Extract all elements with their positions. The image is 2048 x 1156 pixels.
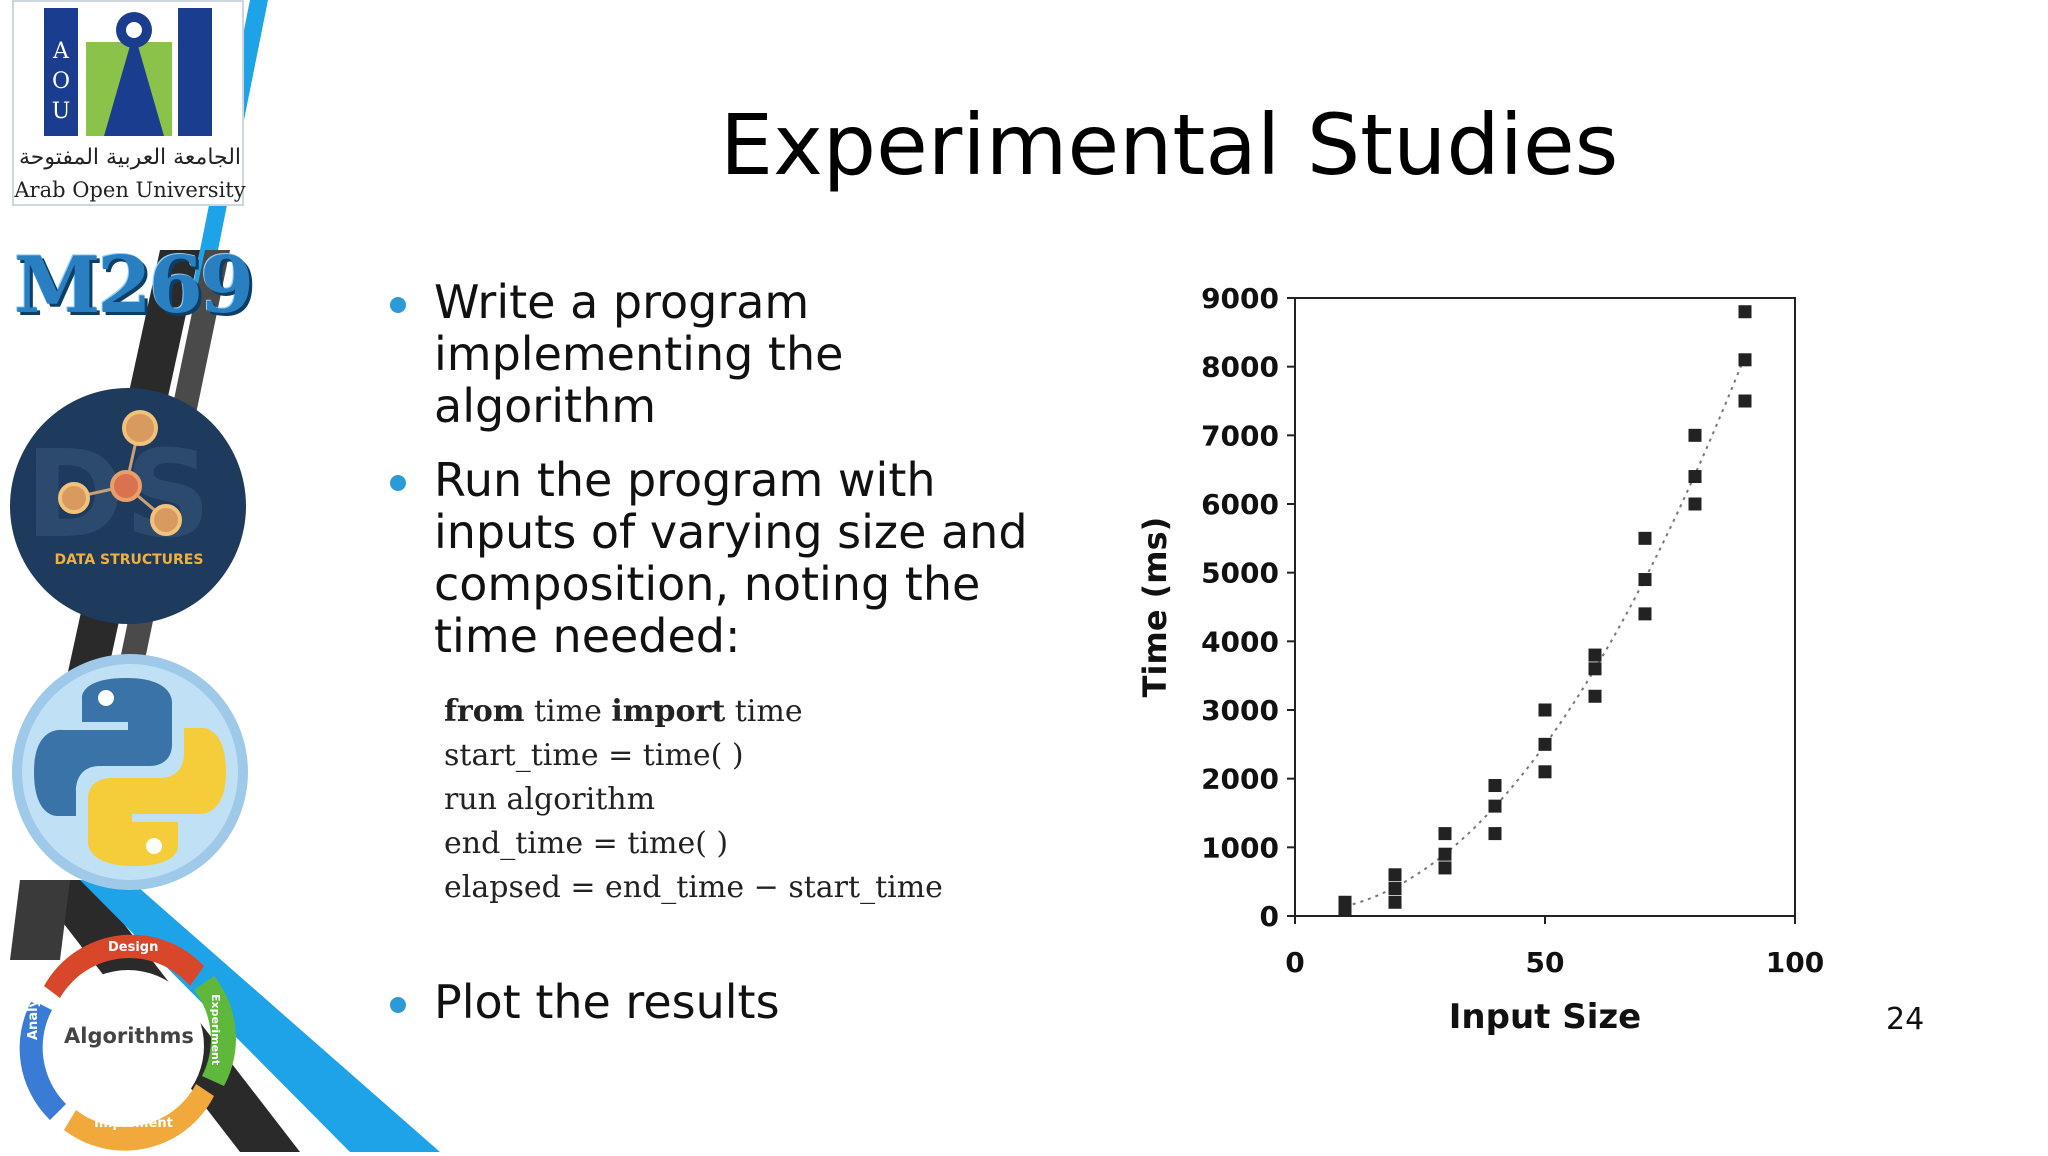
logo-english-name: Arab Open University — [14, 178, 246, 202]
bullet-2: Run the program with inputs of varying s… — [390, 454, 1070, 662]
aou-emblem: A O U — [44, 8, 212, 136]
bullet-1-line-1: Write a program — [434, 275, 810, 329]
data-point — [1688, 428, 1702, 442]
bullet-1-line-3: algorithm — [434, 379, 657, 433]
data-point — [1438, 827, 1452, 841]
logo-arabic-name: الجامعة العربية المفتوحة — [18, 145, 242, 170]
y-tick-label: 2000 — [1201, 763, 1279, 796]
data-point — [1638, 573, 1652, 587]
x-tick-label: 50 — [1526, 946, 1565, 979]
data-point — [1738, 305, 1752, 319]
data-point — [1588, 662, 1602, 676]
bullet-2-line-4: time needed: — [434, 609, 741, 663]
data-point — [1638, 531, 1652, 545]
y-tick-label: 8000 — [1201, 351, 1279, 384]
bullet-2-line-1: Run the program with — [434, 453, 936, 507]
aou-logo: A O U الجامعة العربية المفتوحة Arab Open… — [12, 0, 246, 206]
bullet-dot — [390, 997, 406, 1013]
data-point — [1538, 703, 1552, 717]
y-tick-label: 1000 — [1201, 831, 1279, 864]
data-point — [1488, 779, 1502, 793]
data-point — [1538, 765, 1552, 779]
y-tick-label: 5000 — [1201, 557, 1279, 590]
logo-letter-o: O — [52, 69, 70, 94]
code-keyword-import: import — [611, 694, 726, 729]
y-axis-label: Time (ms) — [1136, 517, 1174, 698]
algorithms-cycle-icon — [19, 934, 236, 1151]
data-structures-icon: DS — [10, 388, 246, 624]
x-axis-label: Input Size — [1449, 997, 1641, 1037]
data-point — [1388, 895, 1402, 909]
cycle-design-label: Design — [108, 940, 159, 955]
cycle-analyze-label: Analyze — [26, 982, 41, 1040]
y-tick-label: 6000 — [1201, 488, 1279, 521]
logo-letter-u: U — [52, 99, 71, 124]
trendline — [1344, 355, 1746, 908]
code-text: time — [524, 694, 612, 729]
data-point — [1538, 737, 1552, 751]
data-structures-label: DATA STRUCTURES — [54, 552, 204, 568]
cycle-implement-label: Implement — [94, 1116, 173, 1131]
y-tick-label: 4000 — [1201, 625, 1279, 658]
data-point — [1438, 847, 1452, 861]
data-point — [1688, 497, 1702, 511]
code-text: time — [725, 694, 803, 729]
code-line-1: from time import time — [444, 690, 943, 734]
code-keyword-from: from — [444, 694, 525, 729]
bullet-2-line-3: composition, noting the — [434, 557, 981, 611]
data-point — [1388, 882, 1402, 896]
code-line-5: elapsed = end_time − start_time — [444, 870, 943, 905]
sidebar-decoration: A O U الجامعة العربية المفتوحة Arab Open… — [0, 0, 440, 1152]
timing-scatter-chart: 0 1000 2000 3000 4000 5000 6000 7000 8000 9000 0 50… — [1136, 282, 1824, 1037]
cycle-experiment-label: Experiment — [209, 994, 222, 1066]
course-code: M269 — [14, 240, 254, 331]
data-point — [1438, 861, 1452, 875]
data-point — [1588, 689, 1602, 703]
data-point — [1688, 470, 1702, 484]
data-point — [1488, 799, 1502, 813]
logo-letter-a: A — [52, 39, 70, 64]
bullet-3-line-1: Plot the results — [434, 975, 780, 1029]
slide-title: Experimental Studies — [720, 96, 1619, 194]
y-tick-label: 9000 — [1201, 282, 1279, 315]
dark-stripe-joint — [10, 880, 70, 960]
timing-code-block: from time import time start_time = time(… — [444, 690, 943, 910]
data-point — [1388, 868, 1402, 882]
code-line-4: end_time = time( ) — [444, 826, 729, 861]
cycle-algorithms-label: Algorithms — [64, 1024, 194, 1048]
plot-area-frame — [1294, 297, 1796, 917]
code-line-2: start_time = time( ) — [444, 738, 744, 773]
bullet-1-line-2: implementing the — [434, 327, 844, 381]
data-point — [1738, 394, 1752, 408]
bullet-dot — [390, 297, 406, 313]
x-tick-label: 0 — [1285, 946, 1304, 979]
y-tick-label: 0 — [1260, 900, 1279, 933]
bullet-2-line-2: inputs of varying size and — [434, 505, 1028, 559]
y-tick-label: 3000 — [1201, 694, 1279, 727]
data-point — [1588, 648, 1602, 662]
data-point — [1738, 353, 1752, 367]
data-point — [1488, 827, 1502, 841]
y-tick-label: 7000 — [1201, 419, 1279, 452]
code-line-3: run algorithm — [444, 782, 656, 817]
page-number: 24 — [1886, 1002, 1925, 1037]
x-tick-label: 100 — [1766, 946, 1824, 979]
bullet-3: Plot the results — [390, 976, 1070, 1028]
bullet-1: Write a program implementing the algorit… — [390, 276, 1030, 432]
data-point — [1638, 607, 1652, 621]
bullet-dot — [390, 475, 406, 491]
data-point — [1338, 895, 1352, 909]
python-logo-icon — [12, 654, 248, 890]
